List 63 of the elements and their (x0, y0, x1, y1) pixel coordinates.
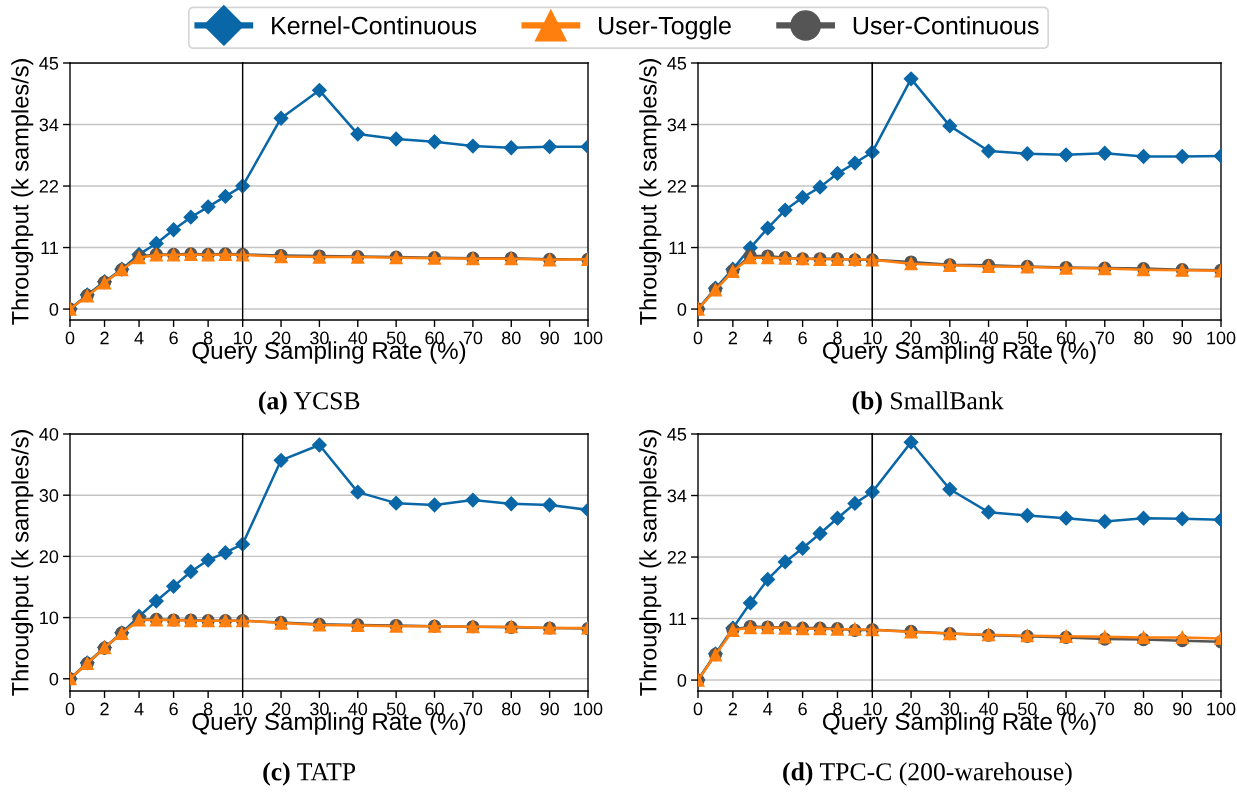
y-tick-label: 34 (667, 489, 687, 503)
x-tick-label: 6 (798, 702, 807, 716)
y-axis-title: Throughput (k samples/s) (11, 430, 34, 696)
y-tick-label: 34 (39, 118, 59, 132)
x-tick-label: 70 (1095, 702, 1115, 716)
y-tick-label: 45 (667, 57, 687, 70)
x-tick-label: 6 (169, 331, 178, 345)
legend-label: User-Continuous (853, 16, 1039, 35)
y-tick-label: 40 (39, 427, 59, 441)
y-axis-title: Throughput (k samples/s) (11, 59, 34, 325)
y-tick-label: 22 (667, 550, 686, 564)
x-tick-label: 2 (728, 331, 737, 345)
x-tick-label: 4 (763, 331, 773, 345)
x-tick-label: 80 (502, 331, 521, 345)
y-tick-label: 22 (39, 179, 58, 193)
x-tick-label: 0 (693, 331, 703, 345)
x-tick-label: 90 (1173, 331, 1192, 345)
y-tick-label: 20 (39, 550, 59, 564)
y-tick-label: 34 (667, 118, 687, 132)
x-tick-label: 90 (540, 331, 559, 345)
y-tick-label: 0 (49, 303, 59, 316)
x-tick-label: 4 (134, 331, 144, 345)
legend-label: Kernel-Continuous (272, 16, 477, 35)
y-tick-label: 0 (677, 303, 687, 316)
y-tick-label: 45 (39, 57, 59, 70)
x-tick-label: 6 (169, 702, 178, 716)
text: (b) SmallBank (852, 391, 1004, 415)
x-tick-label: 70 (463, 702, 483, 716)
y-tick-label: 11 (669, 612, 687, 626)
x-tick-label: 80 (1134, 702, 1153, 716)
y-tick-label: 0 (677, 674, 687, 687)
y-axis-title: Throughput (k samples/s) (639, 430, 662, 696)
x-tick-label: 0 (693, 702, 703, 716)
y-tick-label: 30 (39, 489, 59, 502)
x-tick-label: 100 (1207, 331, 1236, 345)
x-tick-label: 100 (574, 702, 603, 716)
y-tick-label: 0 (49, 672, 59, 686)
y-tick-label: 22 (667, 179, 686, 193)
x-tick-label: 2 (100, 702, 109, 716)
y-tick-label: 11 (41, 241, 59, 255)
x-tick-label: 90 (540, 702, 559, 716)
y-tick-label: 45 (667, 428, 687, 441)
y-axis-title: Throughput (k samples/s) (639, 59, 662, 325)
y-tick-label: 11 (669, 241, 687, 255)
x-tick-label: 100 (574, 331, 603, 345)
text: (d) TPC-C (200-warehouse) (783, 762, 1072, 786)
text: (a) YCSB (259, 391, 360, 415)
x-tick-label: 100 (1207, 702, 1236, 716)
x-tick-label: 2 (100, 331, 109, 345)
x-tick-label: 0 (65, 702, 75, 716)
x-tick-label: 4 (134, 702, 144, 716)
x-tick-label: 6 (798, 331, 807, 345)
x-tick-label: 80 (1134, 331, 1153, 345)
text: (c) TATP (263, 762, 356, 786)
x-tick-label: 2 (728, 702, 737, 716)
legend-label: User-Toggle (599, 16, 731, 40)
y-tick-label: 10 (40, 611, 59, 625)
x-tick-label: 90 (1173, 702, 1192, 716)
x-tick-label: 70 (1095, 331, 1115, 345)
x-tick-label: 80 (502, 702, 521, 716)
x-tick-label: 4 (763, 702, 773, 716)
x-tick-label: 0 (65, 331, 75, 345)
x-tick-label: 70 (463, 331, 483, 345)
